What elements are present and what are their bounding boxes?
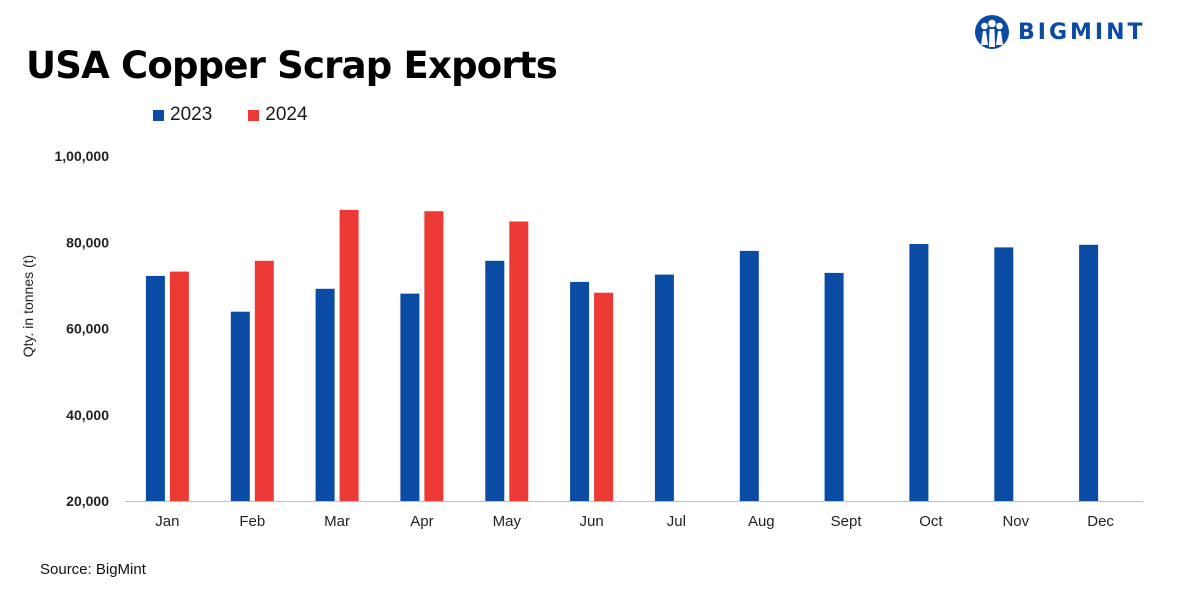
- bar-2024-feb: [254, 260, 274, 501]
- y-tick-label: 60,000: [66, 321, 109, 337]
- x-tick-label: Jan: [155, 513, 179, 530]
- y-tick-label: 1,00,000: [55, 148, 110, 164]
- legend-swatch-2024: [248, 109, 260, 121]
- bar-2023-may: [485, 260, 505, 501]
- legend-label-2023: 2023: [170, 104, 213, 125]
- bigmint-logo-icon: [975, 15, 1009, 49]
- brand-logo: BIGMINT: [974, 12, 1146, 52]
- chart-legend: 2023 2024: [153, 104, 344, 126]
- legend-label-2024: 2024: [265, 104, 308, 125]
- logo-text: BIGMINT: [1018, 19, 1146, 45]
- bar-2023-jul: [654, 274, 674, 501]
- bar-2023-dec: [1079, 244, 1099, 502]
- legend-item-2024: 2024: [248, 104, 308, 126]
- x-tick-label: Mar: [324, 513, 350, 530]
- legend-swatch-2023: [153, 109, 164, 121]
- bar-2023-jun: [570, 281, 590, 501]
- bar-2024-apr: [424, 211, 444, 501]
- bar-2024-jun: [594, 292, 614, 501]
- y-axis-ticks: 20,000 40,000 60,000 80,000 1,00,000: [55, 148, 110, 509]
- chart-title: USA Copper Scrap Exports: [26, 44, 558, 87]
- bar-2023-jan: [145, 275, 165, 501]
- bar-2023-feb: [230, 311, 250, 501]
- y-tick-label: 40,000: [66, 407, 109, 423]
- bar-2023-oct: [909, 244, 929, 501]
- bar-2023-mar: [315, 288, 335, 501]
- bar-2023-sept: [824, 272, 844, 501]
- bars: [145, 209, 1099, 502]
- x-tick-label: Dec: [1087, 513, 1114, 530]
- x-axis-ticks: Jan Feb Mar Apr May Jun Jul Aug Sept Oct Nov Dec: [155, 513, 1114, 530]
- bar-2023-nov: [994, 247, 1014, 501]
- bar-2023-apr: [400, 293, 420, 501]
- x-tick-label: Feb: [239, 513, 265, 530]
- y-tick-label: 80,000: [66, 234, 109, 250]
- x-tick-label: Oct: [919, 513, 943, 530]
- x-tick-label: Aug: [748, 513, 775, 530]
- x-tick-label: Sept: [831, 513, 863, 530]
- x-tick-label: Apr: [410, 513, 433, 530]
- y-tick-label: 20,000: [66, 493, 109, 509]
- y-axis-label: Qty. in tonnes (t): [20, 255, 36, 357]
- x-tick-label: Jul: [667, 513, 686, 530]
- bar-2023-aug: [739, 250, 759, 501]
- x-tick-label: Nov: [1002, 513, 1029, 530]
- bar-2024-may: [509, 221, 529, 501]
- x-tick-label: May: [493, 513, 522, 530]
- source-note: Source: BigMint: [40, 561, 146, 578]
- bar-2024-mar: [339, 209, 359, 501]
- legend-item-2023: 2023: [153, 104, 212, 126]
- x-tick-label: Jun: [580, 513, 604, 530]
- bar-2024-jan: [169, 271, 189, 501]
